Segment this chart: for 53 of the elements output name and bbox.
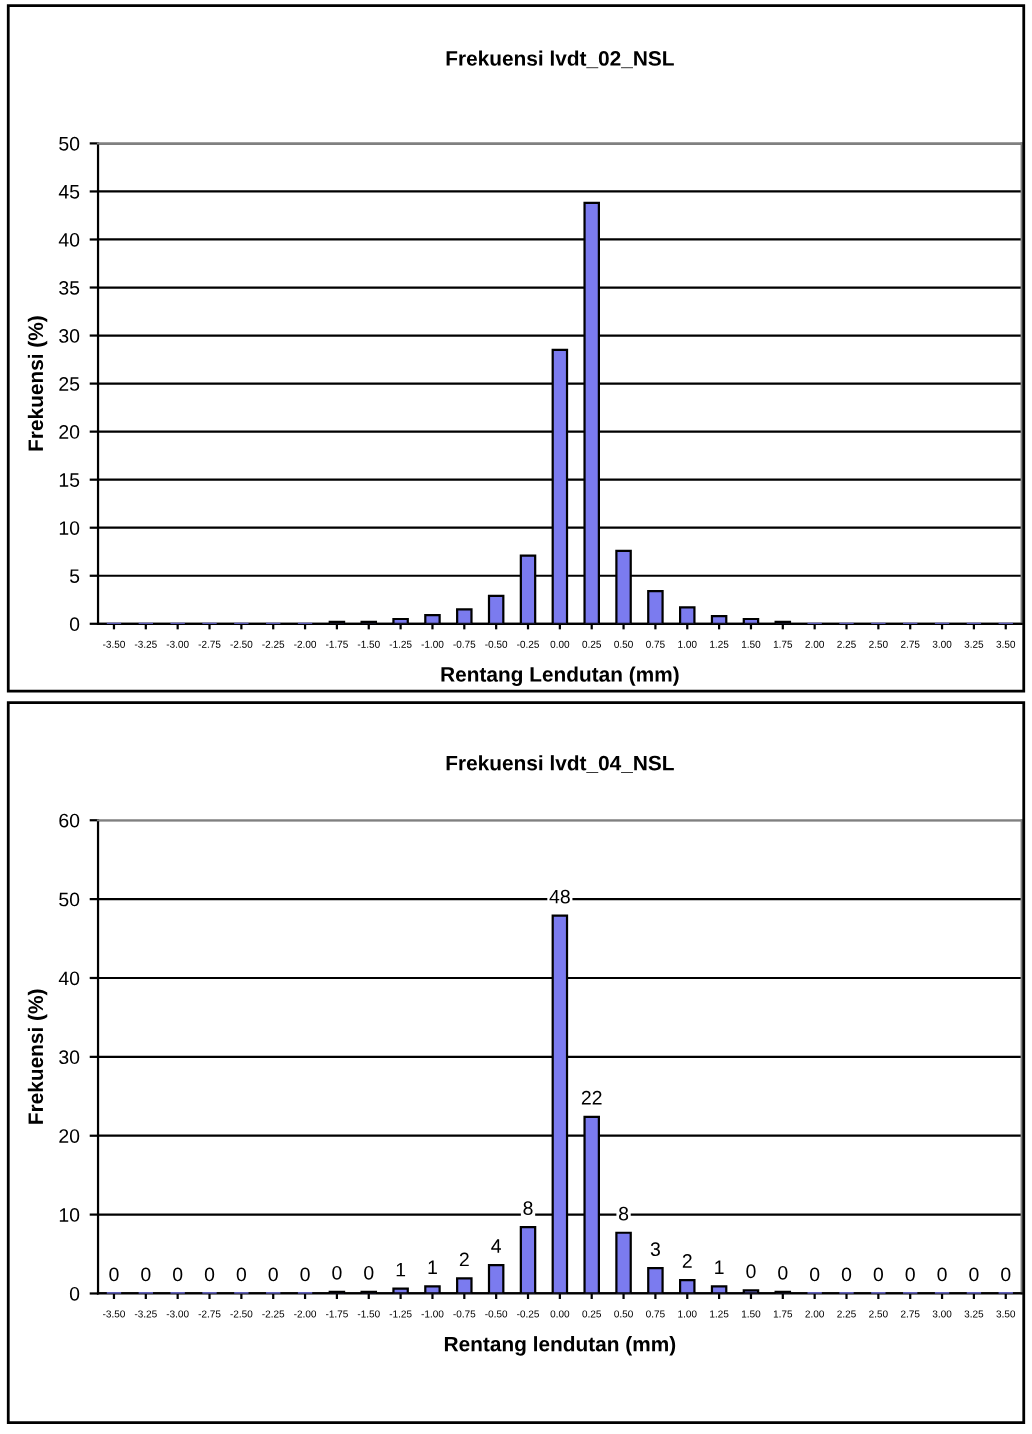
data-label: 0 (969, 1267, 979, 1282)
y-axis-title: Frekuensi (%) (27, 316, 48, 451)
data-label: 1 (428, 1260, 437, 1274)
x-axis-title: Rentang lendutan (mm) (444, 1336, 676, 1356)
data-label: 0 (204, 1267, 215, 1282)
y-tick-label: 30 (59, 329, 80, 343)
y-tick-label: 25 (59, 377, 80, 391)
y-tick-label: 0 (69, 1286, 80, 1301)
y-tick-label: 50 (59, 136, 80, 151)
data-label: 0 (937, 1267, 947, 1282)
data-label: 0 (746, 1264, 756, 1279)
y-tick-label: 20 (59, 1129, 80, 1143)
y-axis-title: Frekuensi (%) (27, 989, 48, 1124)
data-label: 0 (905, 1267, 915, 1282)
y-tick-label: 20 (59, 425, 80, 439)
y-tick-label: 40 (58, 232, 80, 247)
y-tick-label: 10 (59, 521, 80, 535)
y-tick-label: 0 (69, 617, 80, 632)
data-label: 1 (396, 1262, 406, 1277)
data-label: 0 (173, 1267, 183, 1282)
data-label: 0 (109, 1267, 119, 1282)
y-tick-label: 10 (59, 1208, 80, 1222)
data-label: 0 (1001, 1267, 1011, 1282)
data-label: 0 (332, 1265, 342, 1280)
data-label: 0 (841, 1267, 852, 1282)
data-label: 2 (459, 1252, 469, 1267)
data-label: 4 (491, 1239, 501, 1253)
y-tick-label: 35 (59, 280, 80, 295)
y-tick-label: 60 (59, 813, 80, 828)
chart-title: Frekuensi lvdt_04_NSL (446, 755, 674, 773)
data-label: 0 (873, 1267, 883, 1282)
data-label: 8 (523, 1201, 533, 1216)
data-label: 0 (364, 1265, 374, 1280)
chart-title: Frekuensi lvdt_02_NSL (446, 50, 674, 69)
x-axis-title: Rentang Lendutan (mm) (441, 666, 679, 686)
data-label: 0 (268, 1267, 278, 1282)
y-tick-label: 15 (59, 473, 80, 487)
data-label: 1 (715, 1260, 724, 1274)
y-tick-label: 45 (58, 185, 80, 199)
data-label: 0 (810, 1267, 820, 1282)
data-label: 8 (619, 1206, 629, 1221)
y-tick-label: 50 (59, 892, 80, 907)
data-label: 0 (236, 1267, 247, 1282)
data-label: 22 (581, 1090, 602, 1105)
data-label: 2 (682, 1254, 692, 1268)
y-tick-label: 40 (58, 971, 80, 986)
data-label: 0 (300, 1267, 310, 1282)
data-label: 0 (778, 1265, 788, 1280)
data-label: 3 (650, 1242, 660, 1257)
y-tick-label: 30 (59, 1050, 80, 1065)
y-tick-label: 5 (69, 569, 80, 583)
data-label: 0 (141, 1267, 151, 1282)
data-label: 48 (549, 889, 570, 904)
